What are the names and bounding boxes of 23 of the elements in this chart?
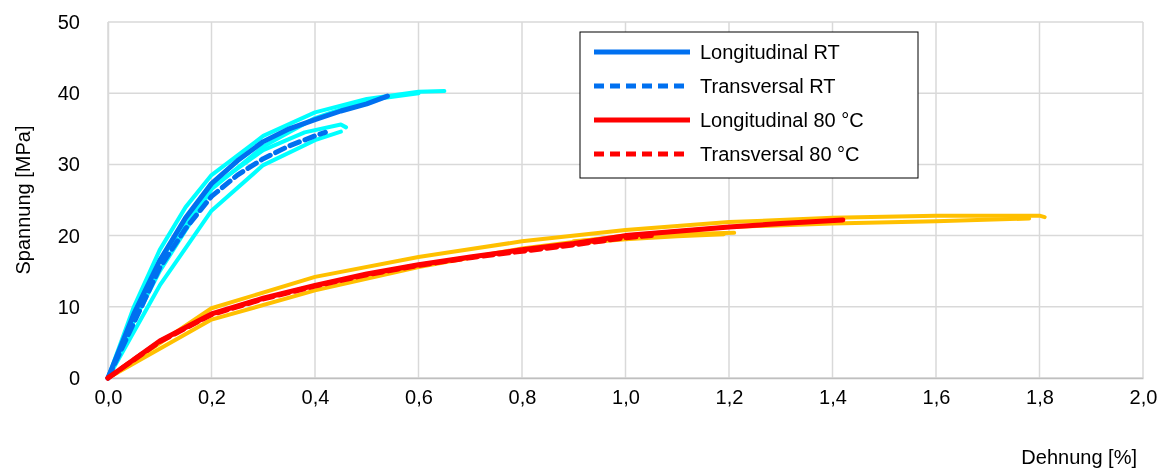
legend-label: Transversal RT xyxy=(700,75,836,97)
x-tick-label: 0,8 xyxy=(508,386,537,409)
y-tick-label: 0 xyxy=(68,366,80,389)
x-tick-label: 0,0 xyxy=(94,386,123,409)
y-tick-label: 30 xyxy=(57,153,80,176)
x-tick-label: 0,2 xyxy=(198,386,226,409)
x-tick-label: 0,4 xyxy=(301,386,330,409)
x-tick-label: 1,2 xyxy=(715,386,744,409)
x-tick-label: 1,6 xyxy=(922,386,951,409)
x-axis-title: Dehnung [%] xyxy=(1021,446,1137,468)
y-tick-label: 10 xyxy=(57,295,80,318)
x-tick-label: 2,0 xyxy=(1129,386,1158,409)
legend-label: Longitudinal 80 °C xyxy=(700,109,864,131)
x-tick-label: 1,4 xyxy=(819,386,847,409)
legend-label: Longitudinal RT xyxy=(700,41,840,63)
x-tick-label: 1,0 xyxy=(612,386,640,409)
y-tick-label: 50 xyxy=(57,10,80,33)
y-tick-label: 20 xyxy=(57,224,80,247)
y-axis-title: Spannung [MPa] xyxy=(12,125,34,275)
x-tick-label: 0,6 xyxy=(405,386,433,409)
x-tick-label: 1,8 xyxy=(1026,386,1054,409)
legend-label: Transversal 80 °C xyxy=(700,143,860,165)
y-tick-label: 40 xyxy=(57,82,80,105)
